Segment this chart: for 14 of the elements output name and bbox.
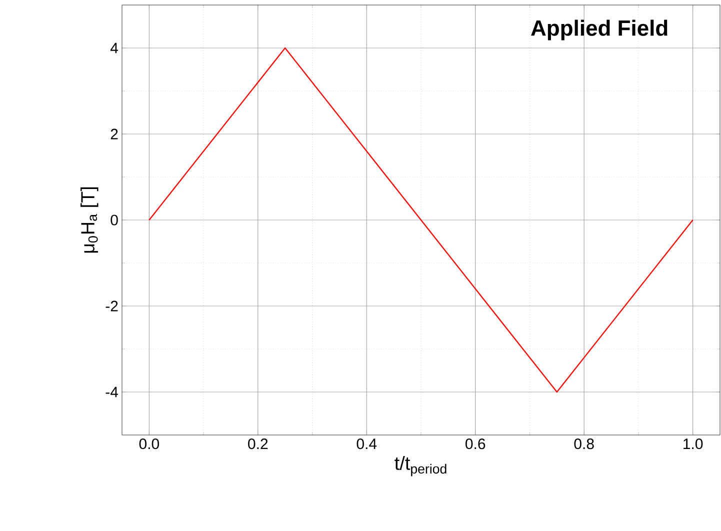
y-tick-label: -2 [106, 300, 118, 312]
x-tick-label: 0.4 [356, 438, 377, 450]
y-axis-title: μ$_{0}$H$_{a}$ [T] [80, 187, 98, 253]
x-tick-label: 0.8 [574, 438, 594, 450]
x-tick-label: 0.0 [139, 438, 160, 450]
x-tick-label: 1.0 [684, 438, 703, 450]
y-tick-label: 4 [110, 42, 118, 54]
x-axis-title: t/t$_{period}$ [394, 456, 446, 476]
y-tick-label: 2 [110, 128, 118, 140]
text: Applied Field [531, 20, 668, 40]
y-tick-label: 0 [110, 214, 118, 226]
y-tick-label: -4 [106, 386, 118, 398]
x-tick-label: 0.6 [466, 438, 486, 450]
x-tick-label: 0.2 [248, 438, 268, 450]
